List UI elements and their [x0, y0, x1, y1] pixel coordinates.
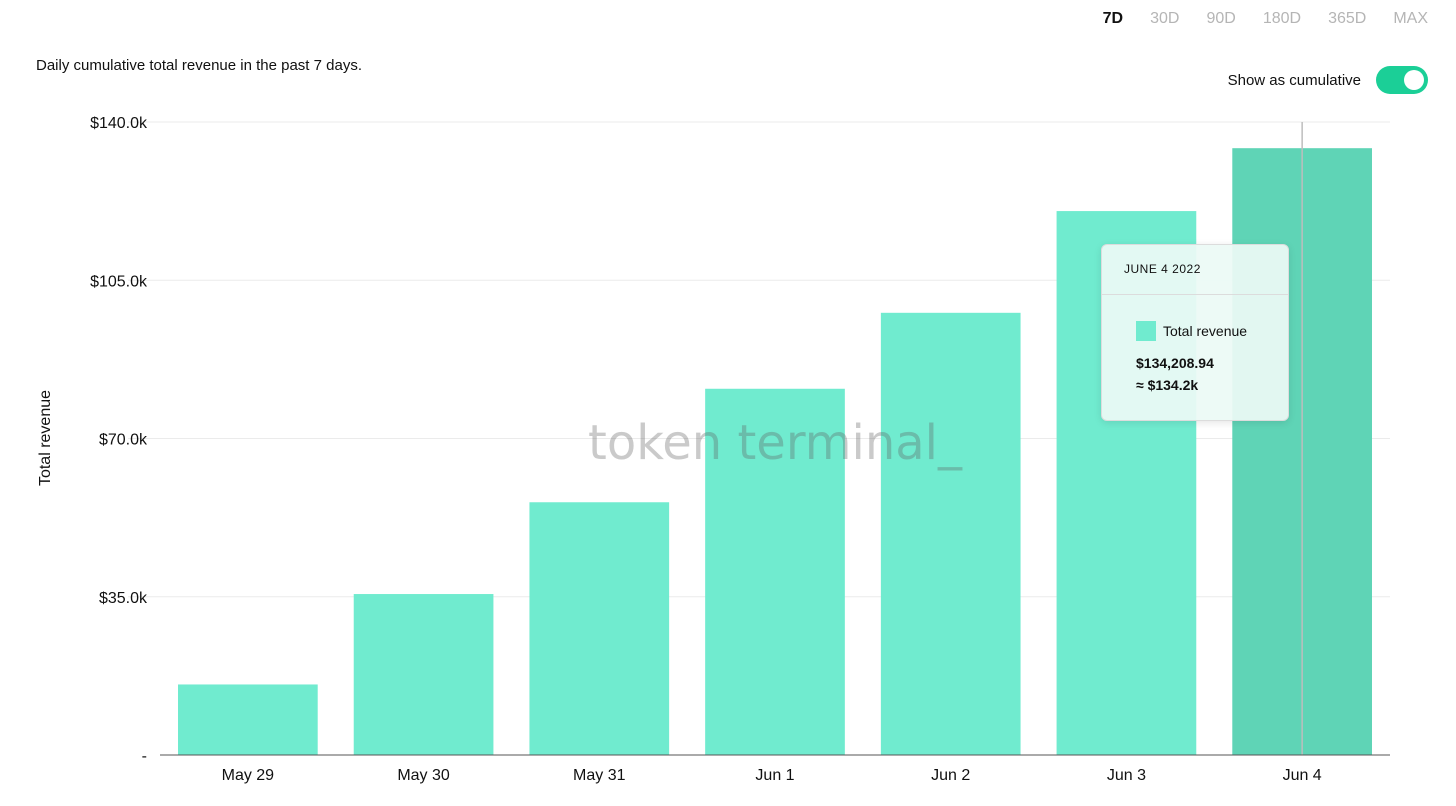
range-tab-365d[interactable]: 365D	[1328, 10, 1367, 27]
bar-jun-1[interactable]	[705, 388, 845, 755]
y-tick-label: $35.0k	[99, 590, 148, 607]
x-tick-label: Jun 3	[1107, 767, 1146, 784]
x-tick-label: May 31	[573, 767, 626, 784]
y-axis-title: Total revenue	[37, 390, 54, 486]
tooltip-approx-value: ≈ $134.2k	[1136, 377, 1199, 393]
bar-may-30[interactable]	[353, 594, 494, 755]
tooltip-series-name: Total revenue	[1163, 323, 1248, 339]
bar-jun-2[interactable]	[880, 312, 1021, 755]
toggle-knob	[1404, 70, 1424, 90]
x-tick-label: May 29	[222, 767, 275, 784]
y-tick-label: $105.0k	[90, 273, 148, 290]
tooltip-value: $134,208.94	[1136, 355, 1214, 371]
watermark-logo: token terminal_	[588, 415, 963, 471]
range-tab-90d[interactable]: 90D	[1206, 10, 1236, 27]
range-tab-180d[interactable]: 180D	[1262, 10, 1302, 27]
y-tick-label: -	[142, 748, 147, 765]
bar-may-29[interactable]	[178, 684, 318, 755]
tooltip-date: JUNE 4 2022	[1102, 245, 1288, 295]
y-tick-label: $140.0k	[90, 115, 148, 132]
tooltip-series: Total revenue	[1136, 321, 1288, 341]
x-tick-label: May 30	[397, 767, 450, 784]
tooltip-series-swatch	[1136, 321, 1156, 341]
x-tick-label: Jun 4	[1283, 767, 1322, 784]
x-tick-label: Jun 2	[931, 767, 970, 784]
bar-may-31[interactable]	[529, 502, 670, 755]
cumulative-toggle-label: Show as cumulative	[1227, 71, 1361, 89]
cumulative-toggle-group: Show as cumulative	[1228, 66, 1428, 94]
x-tick-label: Jun 1	[755, 767, 794, 784]
bar-tooltip: JUNE 4 2022 Total revenue $134,208.94 ≈ …	[1101, 244, 1289, 421]
cumulative-toggle-switch[interactable]	[1376, 66, 1428, 94]
y-tick-label: $70.0k	[99, 432, 148, 449]
range-tab-max[interactable]: MAX	[1393, 10, 1428, 27]
range-tab-30d[interactable]: 30D	[1150, 10, 1180, 27]
range-tab-7d[interactable]: 7D	[1102, 10, 1124, 27]
time-range-tabs: 7D 30D 90D 180D 365D MAX	[1103, 10, 1428, 28]
chart-subtitle: Daily cumulative total revenue in the pa…	[36, 57, 363, 74]
